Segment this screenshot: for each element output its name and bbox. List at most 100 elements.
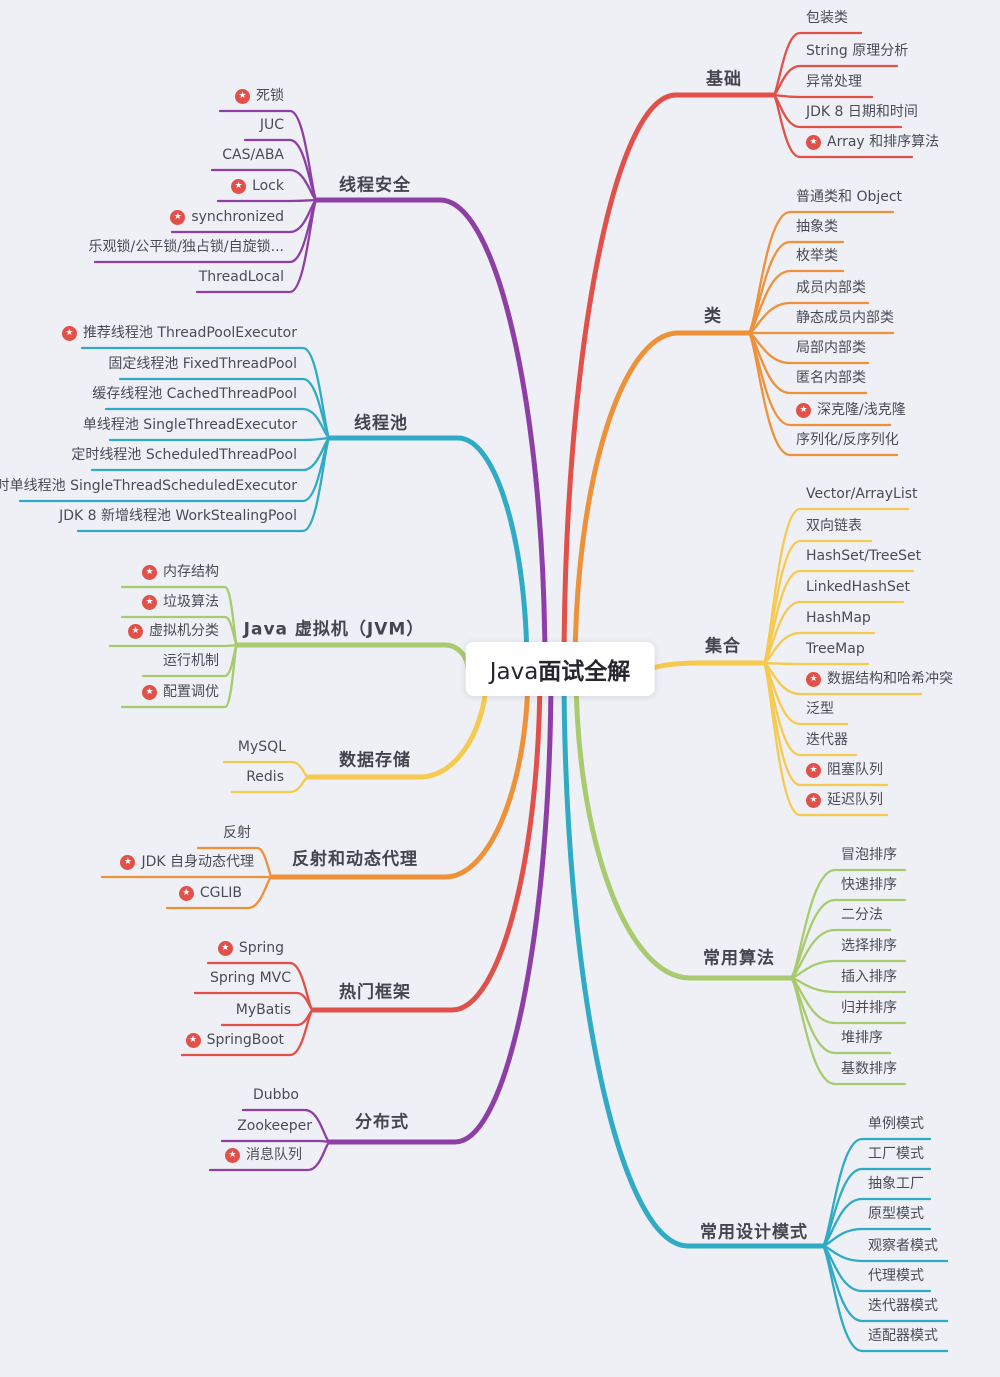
node-text: Vector/ArrayList (806, 486, 918, 502)
node-text: 基数排序 (841, 1061, 897, 1077)
node-text: 代理模式 (868, 1268, 924, 1284)
node-text: 普通类和 Object (796, 189, 903, 205)
node-text: 延迟队列 (827, 792, 883, 808)
node-text: 静态成员内部类 (796, 310, 894, 326)
node-label: ★ 延迟队列 (806, 790, 883, 810)
node-label: CAS/ABA (222, 145, 284, 165)
node-text: 运行机制 (163, 653, 219, 669)
node-text: 堆排序 (841, 1030, 883, 1046)
node-label: 原型模式 (868, 1204, 924, 1224)
node-label: ★ JDK 自身动态代理 (120, 852, 254, 872)
node-text: 定时线程池 ScheduledThreadPool (71, 447, 297, 463)
node-text: 选择排序 (841, 938, 897, 954)
node-label: 迭代器模式 (868, 1296, 938, 1316)
branch-curve-thread-pool (327, 435, 530, 673)
node-text: 局部内部类 (796, 340, 866, 356)
node-text: 包装类 (806, 10, 848, 26)
node-label: HashMap (806, 608, 871, 628)
center-title-prefix: Java (489, 659, 539, 685)
node-text: 死锁 (256, 88, 284, 104)
node-connector (120, 643, 239, 709)
node-label: Zookeeper (237, 1116, 312, 1136)
node-text: 成员内部类 (796, 280, 866, 296)
node-text: 配置调优 (163, 684, 219, 700)
node-label: 插入排序 (841, 967, 897, 987)
node-text: 内存结构 (163, 564, 219, 580)
node-label: JDK 8 日期和时间 (806, 102, 918, 122)
node-label: ★ 消息队列 (225, 1145, 302, 1165)
node-text: 固定线程池 FixedThreadPool (108, 356, 297, 372)
node-label: 定时线程池 ScheduledThreadPool (71, 445, 297, 465)
node-label: Redis (246, 767, 284, 787)
branch-curve-classes (572, 330, 751, 673)
node-text: Lock (252, 178, 284, 194)
node-label: JDK 8 新增线程池 WorkStealingPool (59, 506, 297, 526)
node-text: CGLIB (199, 885, 242, 901)
node-label: 匿名内部类 (796, 368, 866, 388)
branch-label-classes: 类 (704, 306, 722, 327)
node-connector (820, 1244, 949, 1353)
node-connector (208, 1140, 332, 1172)
center-topic: Java面试全解 (465, 642, 655, 696)
branch-label-frameworks: 热门框架 (339, 982, 411, 1003)
node-label: 普通类和 Object (796, 187, 902, 207)
node-label: 序列化/反序列化 (796, 430, 899, 450)
node-label: 二分法 (841, 905, 883, 925)
branch-label-distributed: 分布式 (355, 1112, 409, 1133)
star-icon: ★ (61, 325, 77, 341)
node-label: ★ 虚拟机分类 (128, 621, 219, 641)
node-text: JDK 8 新增线程池 WorkStealingPool (59, 508, 297, 524)
node-label: ★ 死锁 (235, 86, 284, 106)
node-text: 双向链表 (806, 518, 862, 534)
node-label: 冒泡排序 (841, 845, 897, 865)
node-text: JDK 自身动态代理 (141, 854, 254, 870)
node-text: String 原理分析 (806, 43, 909, 59)
star-icon: ★ (217, 940, 233, 956)
node-label: String 原理分析 (806, 41, 908, 61)
star-icon: ★ (185, 1032, 201, 1048)
node-connector (195, 198, 319, 294)
node-text: Spring MVC (209, 970, 291, 986)
node-text: 缓存线程池 CachedThreadPool (92, 386, 297, 402)
node-text: 垃圾算法 (163, 594, 219, 610)
star-icon: ★ (142, 594, 157, 610)
node-label: 工厂模式 (868, 1144, 924, 1164)
star-icon: ★ (806, 671, 821, 687)
node-label: 单例模式 (868, 1114, 924, 1134)
node-text: 序列化/反序列化 (796, 432, 899, 448)
branch-curve-reflection-proxy (269, 667, 531, 880)
node-text: 抽象工厂 (868, 1176, 924, 1192)
star-icon: ★ (225, 1147, 240, 1163)
node-label: 适配器模式 (868, 1326, 938, 1346)
star-icon: ★ (231, 178, 247, 194)
node-label: 固定线程池 FixedThreadPool (108, 354, 297, 374)
node-text: MySQL (237, 739, 286, 755)
node-label: 选择排序 (841, 936, 897, 956)
node-label: 单线程池 SingleThreadExecutor (83, 415, 297, 435)
node-connector (761, 661, 889, 817)
star-icon: ★ (142, 564, 157, 580)
node-label: 泛型 (806, 699, 834, 719)
node-text: JDK 8 日期和时间 (806, 104, 918, 120)
node-label: 基数排序 (841, 1059, 897, 1079)
node-label: 运行机制 (163, 651, 219, 671)
node-label: HashSet/TreeSet (806, 546, 921, 566)
node-text: 冒泡排序 (841, 847, 897, 863)
node-text: Redis (246, 769, 284, 785)
node-text: 迭代器模式 (868, 1298, 938, 1314)
branch-curve-basics (561, 92, 776, 673)
node-text: 观察者模式 (868, 1238, 938, 1254)
node-text: 定时单线程池 SingleThreadScheduledExecutor (0, 478, 297, 494)
node-text: 推荐线程池 ThreadPoolExecutor (82, 325, 297, 341)
node-label: Vector/ArrayList (806, 484, 918, 504)
node-text: 工厂模式 (868, 1146, 924, 1162)
node-label: ★ CGLIB (178, 883, 242, 903)
node-connector (746, 331, 899, 457)
branch-label-design-patterns: 常用设计模式 (700, 1222, 808, 1243)
node-connector (180, 1008, 315, 1057)
node-text: 消息队列 (246, 1147, 302, 1163)
node-label: 代理模式 (868, 1266, 924, 1286)
node-text: SpringBoot (206, 1032, 284, 1048)
